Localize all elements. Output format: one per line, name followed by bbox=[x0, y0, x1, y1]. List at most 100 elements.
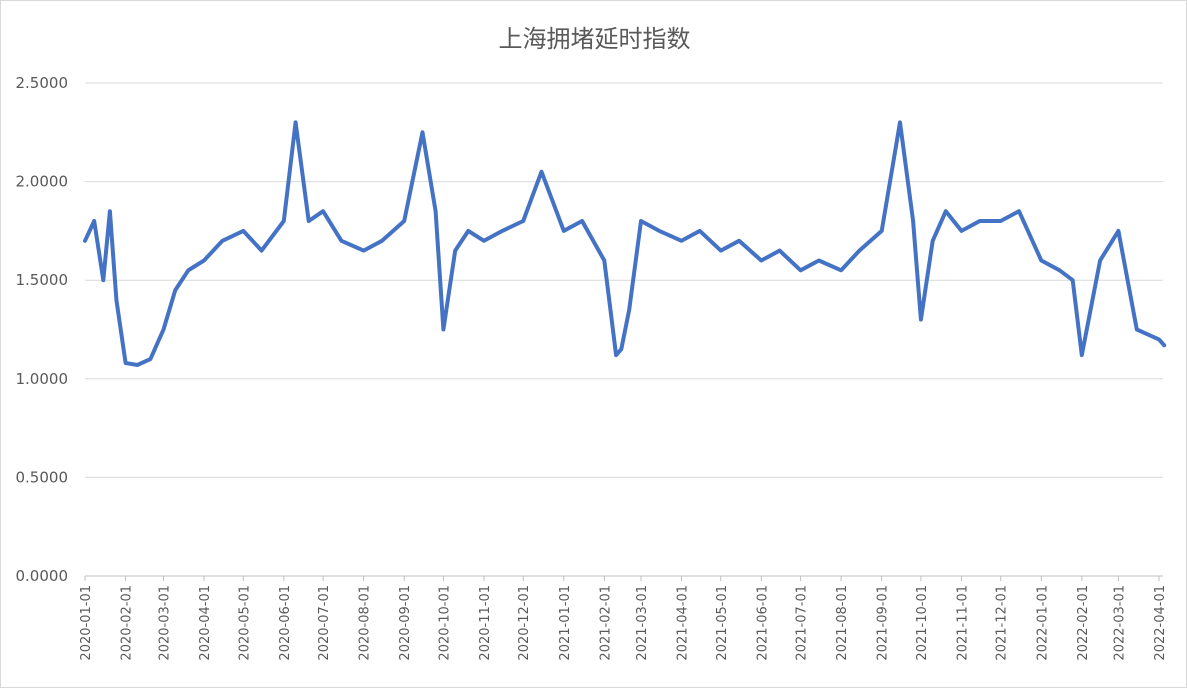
x-axis: 2020-01-01 2020-02-01 2020-03-01 2020-04-01… bbox=[79, 576, 1168, 661]
data-point bbox=[562, 229, 566, 233]
x-tick-label: 2022-01-01 bbox=[1035, 585, 1050, 661]
data-point bbox=[1157, 337, 1161, 341]
data-point bbox=[441, 328, 445, 331]
data-point bbox=[500, 229, 504, 233]
x-tick-label: 2022-03-01 bbox=[1112, 585, 1127, 661]
data-point bbox=[307, 219, 311, 223]
data-point bbox=[92, 219, 96, 223]
x-tick-label: 2020-02-01 bbox=[120, 585, 135, 661]
data-point bbox=[339, 239, 343, 243]
data-point bbox=[421, 130, 425, 134]
data-point bbox=[202, 258, 206, 262]
data-point bbox=[402, 219, 406, 223]
series-line bbox=[83, 120, 1167, 367]
data-point bbox=[817, 258, 821, 262]
x-tick-label: 2020-12-01 bbox=[517, 585, 532, 661]
data-point bbox=[931, 239, 935, 243]
data-point bbox=[260, 249, 264, 253]
data-point bbox=[220, 239, 224, 243]
data-point bbox=[186, 268, 190, 272]
x-tick-label: 2022-02-01 bbox=[1076, 585, 1091, 661]
data-point bbox=[1116, 229, 1120, 233]
data-point bbox=[619, 347, 623, 351]
data-point bbox=[1017, 209, 1021, 213]
y-tick-label: 0.5000 bbox=[16, 468, 69, 486]
data-point bbox=[1058, 268, 1062, 272]
x-tick-label: 2020-08-01 bbox=[358, 585, 373, 661]
x-tick-label: 2020-01-01 bbox=[79, 585, 94, 661]
y-tick-label: 1.0000 bbox=[16, 370, 69, 388]
data-point bbox=[999, 219, 1003, 223]
x-tick-label: 2021-04-01 bbox=[676, 585, 691, 661]
x-tick-label: 2020-11-01 bbox=[478, 585, 493, 661]
x-tick-label: 2021-07-01 bbox=[795, 585, 810, 661]
x-tick-label: 2020-07-01 bbox=[317, 585, 332, 661]
data-point bbox=[1080, 353, 1084, 357]
x-tick-label: 2021-06-01 bbox=[755, 585, 770, 661]
x-tick-label: 2021-02-01 bbox=[598, 585, 613, 661]
data-point bbox=[1135, 328, 1139, 331]
y-tick-label: 2.5000 bbox=[16, 74, 69, 92]
data-point bbox=[857, 249, 861, 253]
x-tick-label: 2020-03-01 bbox=[157, 585, 172, 661]
x-tick-label: 2020-06-01 bbox=[278, 585, 293, 661]
x-tick-label: 2020-04-01 bbox=[198, 585, 213, 661]
x-tick-label: 2021-11-01 bbox=[955, 585, 970, 661]
data-point bbox=[294, 120, 298, 124]
data-point bbox=[898, 120, 902, 124]
x-tick-label: 2021-10-01 bbox=[915, 585, 930, 661]
data-point bbox=[173, 288, 177, 292]
data-point bbox=[602, 258, 606, 262]
data-point bbox=[580, 219, 584, 223]
data-point bbox=[108, 209, 112, 213]
data-point bbox=[540, 170, 544, 174]
data-point bbox=[799, 268, 803, 272]
data-point bbox=[719, 249, 723, 253]
data-point bbox=[959, 229, 963, 233]
data-point bbox=[1071, 278, 1075, 282]
data-point bbox=[282, 219, 286, 223]
data-point bbox=[321, 209, 325, 213]
data-point bbox=[101, 278, 105, 282]
chart-title: 上海拥堵延时指数 bbox=[498, 25, 691, 53]
data-point bbox=[114, 298, 118, 302]
x-tick-label: 2021-03-01 bbox=[635, 585, 650, 661]
data-point bbox=[466, 229, 470, 233]
data-point bbox=[241, 229, 245, 233]
y-tick-label: 0.0000 bbox=[16, 567, 69, 585]
x-tick-label: 2022-04-01 bbox=[1153, 585, 1168, 661]
data-point bbox=[362, 249, 366, 253]
data-point bbox=[880, 229, 884, 233]
x-tick-label: 2021-08-01 bbox=[835, 585, 850, 661]
data-point bbox=[1098, 258, 1102, 262]
data-point bbox=[737, 239, 741, 243]
x-tick-label: 2021-12-01 bbox=[995, 585, 1010, 661]
data-point bbox=[434, 209, 438, 213]
data-point bbox=[482, 239, 486, 243]
data-point bbox=[839, 268, 843, 272]
data-point bbox=[161, 328, 165, 331]
data-point bbox=[639, 219, 643, 223]
data-point bbox=[778, 249, 782, 253]
data-point bbox=[521, 219, 525, 223]
y-tick-label: 1.5000 bbox=[16, 271, 69, 289]
data-point bbox=[944, 209, 948, 213]
y-axis: 0.0000 0.5000 1.0000 1.5000 2.0000 2.5000 bbox=[16, 74, 69, 585]
data-point bbox=[759, 258, 763, 262]
gridlines bbox=[85, 82, 1163, 577]
data-point bbox=[698, 229, 702, 233]
x-tick-label: 2021-09-01 bbox=[876, 585, 891, 661]
data-point bbox=[911, 219, 915, 223]
x-tick-label: 2021-01-01 bbox=[558, 585, 573, 661]
data-point bbox=[83, 239, 87, 243]
data-point bbox=[124, 361, 128, 365]
data-point bbox=[1162, 343, 1166, 347]
x-tick-label: 2020-05-01 bbox=[237, 585, 252, 661]
data-point bbox=[148, 357, 152, 361]
series-layer bbox=[83, 120, 1167, 367]
data-point bbox=[680, 239, 684, 243]
data-point bbox=[380, 239, 384, 243]
data-point bbox=[135, 363, 139, 367]
